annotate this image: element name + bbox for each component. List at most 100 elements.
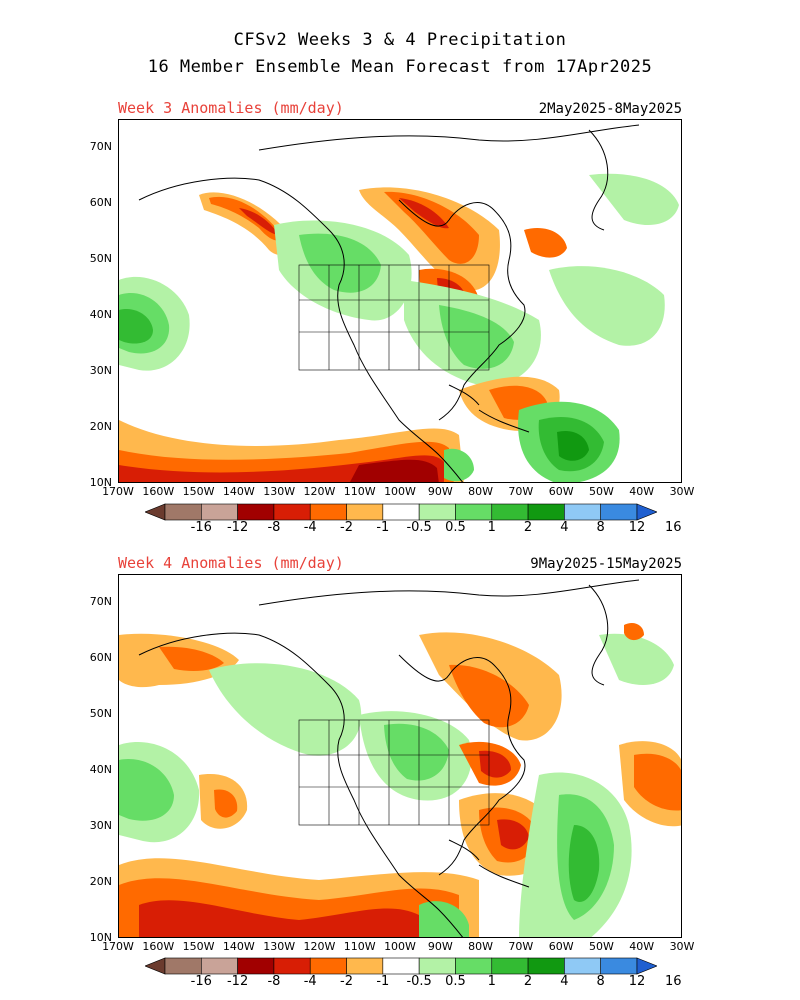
lon-label: 60W — [548, 485, 574, 498]
colorbar-segment — [564, 957, 601, 975]
wet-greenland — [599, 633, 674, 685]
wet-atlantic-strong — [568, 825, 600, 902]
dry-alaska — [199, 192, 295, 256]
colorbar-segment — [527, 957, 565, 975]
lat-label: 30N — [89, 364, 112, 377]
colorbar-label: 2 — [523, 520, 533, 535]
lon-label: 30W — [669, 485, 695, 498]
lon-label: 80W — [468, 485, 493, 498]
colorbar-label: -0.5 — [406, 974, 432, 989]
colorbar-label: -4 — [303, 974, 317, 989]
lat-label: 50N — [89, 252, 112, 265]
wet-greenland — [589, 173, 679, 225]
map-week4 — [118, 574, 682, 938]
colorbar-segment — [564, 503, 601, 521]
coastlines-week4 — [138, 579, 640, 937]
wet-west-na — [209, 663, 362, 756]
colorbar-label: -1 — [376, 974, 390, 989]
lon-label: 30W — [669, 940, 695, 953]
colorbar-segment — [273, 503, 311, 521]
colorbar-segment — [491, 503, 529, 521]
colorbar-label: 16 — [665, 520, 682, 535]
dry-alaska-mid — [209, 196, 284, 241]
lat-label: 30N — [89, 819, 112, 832]
lat-label: 60N — [89, 651, 112, 664]
lat-label: 40N — [89, 308, 112, 321]
colorbar-label: 8 — [596, 974, 605, 989]
colorbar-label: 0.5 — [445, 520, 466, 535]
colorbar-segment — [164, 503, 202, 521]
dry-greenland-tip — [624, 623, 644, 641]
dry-alaska-strong — [239, 208, 279, 235]
colorbar-segment — [237, 957, 275, 975]
lon-label: 40W — [629, 485, 655, 498]
colorbar-label: -8 — [267, 520, 281, 535]
lon-label: 90W — [427, 485, 453, 498]
colorbar-label: 2 — [523, 974, 533, 989]
lat-label: 70N — [89, 595, 112, 608]
colorbar-segment — [455, 503, 493, 521]
colorbar-label: -16 — [190, 974, 212, 989]
lon-label: 120W — [303, 485, 336, 498]
colorbar-segment — [346, 503, 384, 521]
lon-label: 100W — [384, 485, 416, 498]
dry-northeast-strong — [479, 750, 511, 778]
wet-pacific-strong — [119, 309, 153, 344]
lon-label: 170W — [102, 485, 134, 498]
colorbar-label: 1 — [487, 520, 496, 535]
dry-mid-pacific-mid — [214, 789, 238, 818]
dry-canada-strong — [399, 198, 449, 229]
dry-canada-mid — [384, 191, 479, 264]
state-lines-week4 — [298, 719, 490, 826]
lat-label: 60N — [89, 196, 112, 209]
wet-caribbean-max — [557, 430, 589, 461]
colorbar-label: -12 — [226, 974, 249, 989]
colorbar-segment — [636, 503, 657, 521]
map-week3-svg — [119, 124, 679, 482]
colorbar-segment — [418, 957, 456, 975]
colorbar-segment — [455, 957, 493, 975]
colorbar-segment — [600, 957, 638, 975]
panel-week3-label: Week 3 Anomalies (mm/day) — [118, 99, 344, 117]
colorbar-label: 4 — [560, 974, 569, 989]
colorbar-week3 — [145, 503, 657, 521]
lat-label: 20N — [89, 875, 112, 888]
lon-label: 170W — [102, 940, 134, 953]
lon-label: 160W — [142, 485, 175, 498]
lat-label: 20N — [89, 420, 112, 433]
lat-label: 70N — [89, 140, 112, 153]
map-week3 — [118, 119, 682, 483]
colorbar-segment — [346, 957, 384, 975]
colorbar-segment — [145, 957, 166, 975]
anomaly-fields-week3 — [119, 173, 679, 482]
colorbar-segment — [527, 503, 565, 521]
colorbar-label: 8 — [596, 520, 605, 535]
lon-label: 130W — [263, 485, 296, 498]
lon-label: 110W — [343, 485, 376, 498]
lon-label: 40W — [629, 940, 655, 953]
panel-week3-dates: 2May2025-8May2025 — [538, 101, 682, 117]
lat-label: 50N — [89, 707, 112, 720]
colorbar-segment — [164, 957, 202, 975]
panel-week4-dates: 9May2025-15May2025 — [530, 556, 682, 572]
colorbar-segment — [382, 957, 420, 975]
lat-label: 10N — [89, 476, 112, 489]
wet-central-america — [419, 901, 469, 937]
dry-band-south-strong — [139, 900, 419, 937]
colorbar-label: 16 — [665, 974, 682, 989]
dry-east-atlantic-mid — [634, 753, 681, 811]
dry-east-canada-mid — [449, 664, 529, 728]
colorbar-week4 — [145, 957, 657, 975]
dry-labrador — [524, 228, 567, 258]
lon-label: 110W — [343, 940, 376, 953]
colorbar-label: -2 — [340, 974, 354, 989]
lon-label: 50W — [588, 485, 614, 498]
lat-label: 40N — [89, 763, 112, 776]
colorbar-label: -0.5 — [406, 520, 432, 535]
lon-label: 50W — [588, 940, 614, 953]
lon-label: 150W — [182, 940, 215, 953]
colorbar-segment — [600, 503, 638, 521]
colorbar-segment — [418, 503, 456, 521]
lon-label: 100W — [384, 940, 416, 953]
lon-label: 60W — [548, 940, 574, 953]
